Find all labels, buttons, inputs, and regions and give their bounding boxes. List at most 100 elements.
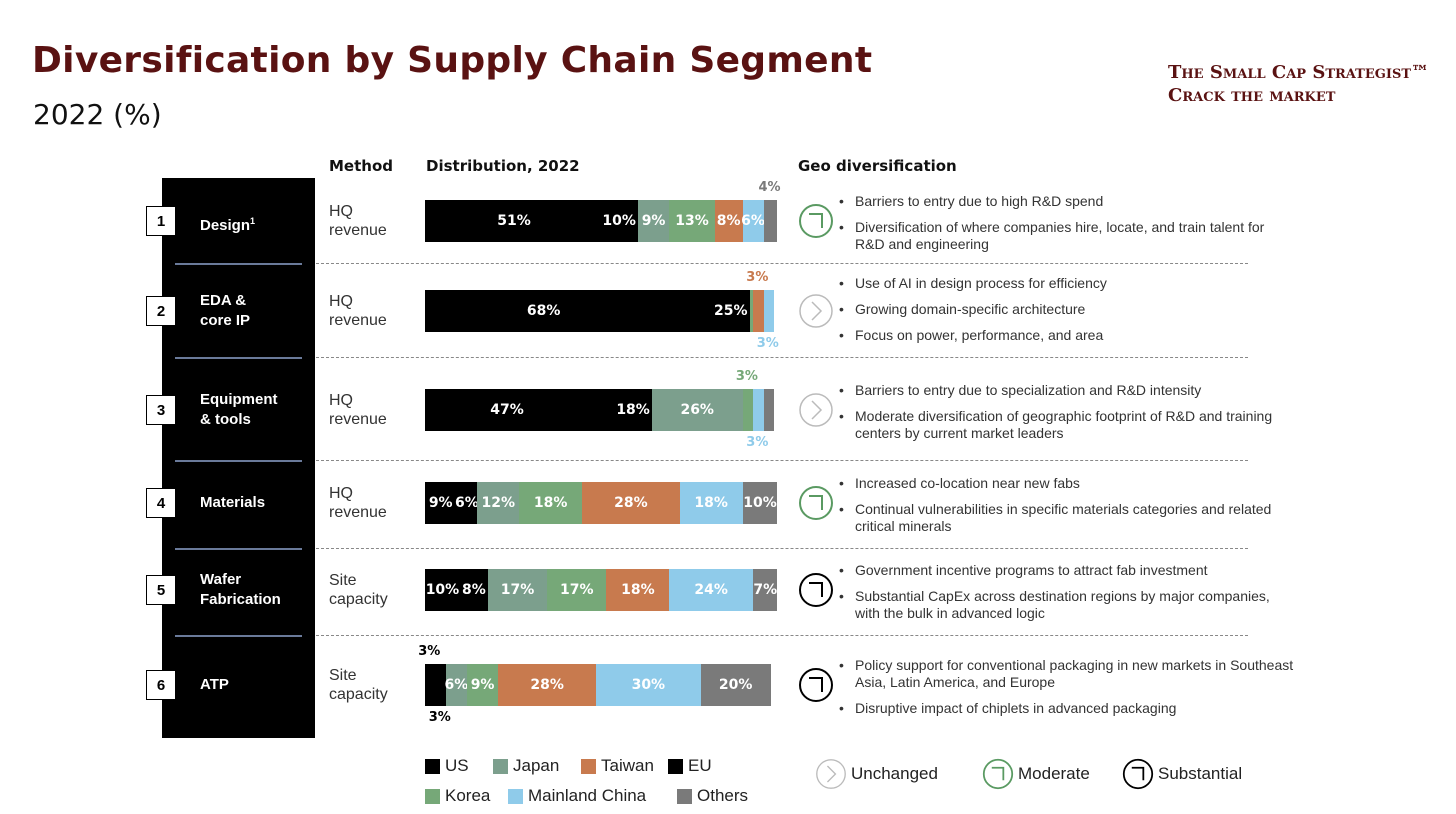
bullet-item: Barriers to entry due to specialization …	[839, 382, 1295, 399]
row-number: 6	[146, 670, 176, 700]
bar-segment: 10%	[425, 569, 460, 611]
bar-value-label: 7%	[753, 582, 778, 598]
bullet-item: Focus on power, performance, and area	[839, 327, 1295, 344]
bar-segment: 6%	[454, 482, 479, 524]
method-line: revenue	[329, 312, 387, 329]
substantial-icon	[798, 572, 834, 613]
bar-value-label: 20%	[718, 677, 753, 693]
bar-segment: 20%	[700, 664, 771, 706]
stacked-bar: 3% 3% 6% 9% 28% 30% 20%	[418, 644, 774, 725]
stacked-bar: 10% 8% 17% 17% 18% 24% 7%	[425, 569, 778, 611]
bullet-item: Barriers to entry due to high R&D spend	[839, 193, 1295, 210]
bullet-item: Growing domain-specific architecture	[839, 301, 1295, 318]
bullet-item: Substantial CapEx across destination reg…	[839, 588, 1295, 622]
stacked-bar: 47% 18% 26% 3% 3%	[425, 369, 774, 450]
method-line: revenue	[329, 411, 387, 428]
legend-item: US	[425, 756, 469, 776]
bar-segment	[425, 664, 436, 706]
bar-segment	[742, 389, 754, 431]
legend-item: Taiwan	[581, 756, 654, 776]
bar-segment: 9%	[466, 664, 499, 706]
stacked-bar: 51% 10% 9% 13% 8% 6% 4%	[425, 180, 781, 242]
substantial-icon	[1122, 758, 1154, 790]
segment-name: Wafer Fabrication	[200, 571, 281, 608]
geo-bullets: Barriers to entry due to high R&D spend D…	[839, 193, 1295, 262]
bar-value-label: 10%	[425, 582, 460, 598]
bar-value-label: 18%	[621, 582, 655, 598]
bar-segment: 24%	[669, 569, 754, 611]
bar-value-label-outside: 4%	[758, 180, 781, 195]
bar-value-label: 26%	[680, 402, 714, 418]
legend-label: Mainland China	[528, 786, 647, 805]
bar-segment: 18%	[679, 482, 743, 524]
legend-item: EU	[668, 756, 712, 776]
bullet-item: Continual vulnerabilities in specific ma…	[839, 501, 1295, 535]
method-label: HQ revenue	[329, 484, 387, 522]
bar-value-label: 9%	[641, 213, 666, 229]
method-label: Site capacity	[329, 571, 388, 609]
bullet-item: Disruptive impact of chiplets in advance…	[839, 700, 1295, 717]
bar-value-label: 9%	[470, 677, 495, 693]
method-label: HQ revenue	[329, 292, 387, 330]
bar-value-label: 47%	[490, 402, 524, 418]
segment-name: EDA & core IP	[200, 292, 251, 329]
bar-segment	[753, 389, 764, 431]
method-label: HQ revenue	[329, 202, 387, 240]
method-line: HQ	[329, 203, 353, 220]
page-title: Diversification by Supply Chain Segment	[32, 40, 873, 81]
bar-value-label: 10%	[743, 495, 777, 511]
bar-segment: 12%	[477, 482, 520, 524]
unchanged-icon	[798, 293, 834, 334]
bar-value-label: 6%	[454, 495, 479, 511]
row-divider	[316, 263, 1248, 264]
bar-segment	[753, 290, 764, 332]
method-label: HQ revenue	[329, 391, 387, 429]
bar-segment: 9%	[425, 482, 457, 524]
legend-swatch	[668, 758, 683, 774]
bar-segment: 18%	[519, 482, 583, 524]
legend-label: Japan	[513, 756, 560, 775]
bar-value-label-outside: 3%	[746, 270, 769, 285]
bar-value-label: 30%	[631, 677, 666, 693]
column-header-geo: Geo diversification	[798, 157, 957, 175]
bar-segment	[763, 389, 774, 431]
bullet-item: Policy support for conventional packagin…	[839, 657, 1295, 691]
legend-swatch	[508, 788, 523, 804]
panel-divider	[175, 635, 302, 637]
bar-segment: 17%	[547, 569, 607, 611]
bar-segment: 6%	[444, 664, 469, 706]
bar-segment	[763, 200, 778, 242]
segment-name: ATP	[200, 676, 229, 693]
bar-segment	[749, 290, 754, 332]
bar-segment: 10%	[742, 482, 778, 524]
segment-panel	[162, 178, 315, 738]
row-divider	[316, 635, 1248, 636]
geo-legend-label: Moderate	[1018, 764, 1090, 783]
geo-legend-item: Unchanged	[815, 758, 938, 790]
method-line: HQ	[329, 293, 353, 310]
bar-segment: 6%	[741, 200, 765, 242]
bar-value-label: 18%	[533, 495, 568, 511]
bar-segment: 26%	[651, 389, 743, 431]
bullet-item: Government incentive programs to attract…	[839, 562, 1295, 579]
geo-bullets: Government incentive programs to attract…	[839, 562, 1295, 631]
bar-segment: 28%	[582, 482, 680, 524]
bar-value-label: 24%	[694, 582, 728, 598]
moderate-icon	[982, 758, 1014, 790]
bar-segment: 13%	[669, 200, 715, 242]
legend-swatch	[425, 758, 440, 774]
bar-value-label: 6%	[444, 677, 469, 693]
unchanged-icon	[815, 758, 847, 790]
bar-value-label: 8%	[461, 582, 486, 598]
bar-segment: 68%	[425, 290, 663, 332]
bullet-item: Increased co-location near new fabs	[839, 475, 1295, 492]
brand-line-1: The Small Cap Strategist™	[1168, 62, 1430, 83]
legend-item: Korea	[425, 786, 490, 806]
bar-value-label: 13%	[675, 213, 709, 229]
bullet-item: Use of AI in design process for efficien…	[839, 275, 1295, 292]
bar-segment: 47%	[425, 389, 590, 431]
bar-value-label: 9%	[428, 495, 453, 511]
method-line: capacity	[329, 686, 388, 703]
bar-value-label: 28%	[614, 495, 648, 511]
row-divider	[316, 548, 1248, 549]
